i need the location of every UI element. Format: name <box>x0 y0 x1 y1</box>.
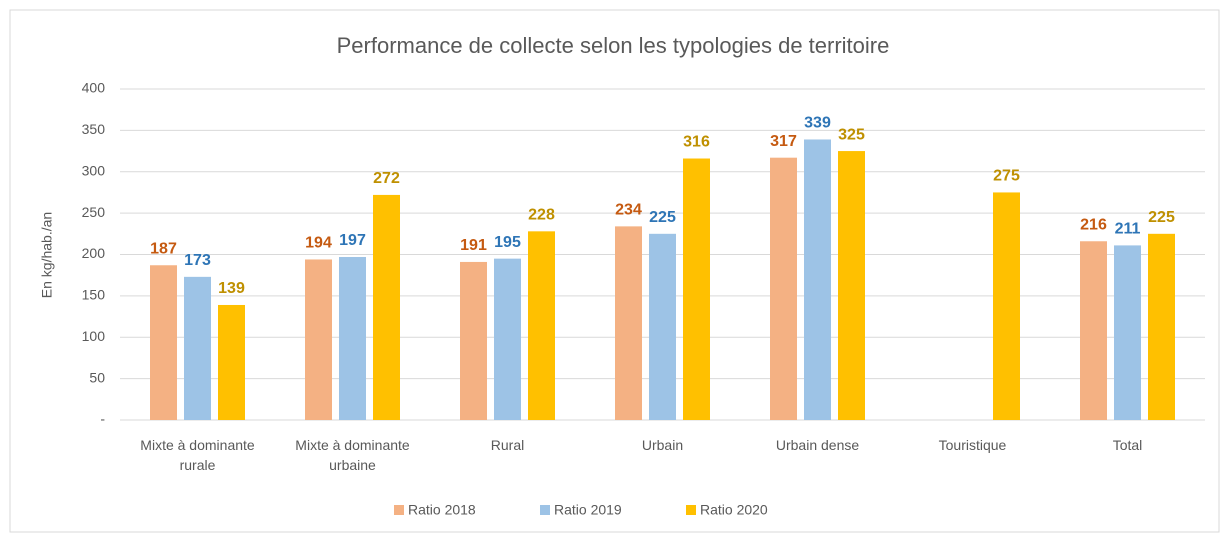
x-tick-label: Mixte à dominante urbaine <box>295 437 410 473</box>
bar <box>373 194 400 420</box>
bar <box>770 157 797 420</box>
y-tick-label: 350 <box>82 121 106 137</box>
y-tick-label: 400 <box>82 80 106 96</box>
data-label: 194 <box>305 235 332 252</box>
x-tick-label: Total <box>1112 437 1143 453</box>
x-tick-label: Urbain dense <box>775 437 860 453</box>
legend-swatch <box>394 505 404 515</box>
data-label: 173 <box>184 252 211 269</box>
data-label: 339 <box>804 115 831 132</box>
bar <box>683 158 710 420</box>
bar <box>460 261 487 420</box>
data-label: 275 <box>993 168 1020 185</box>
data-label: 211 <box>1115 221 1141 238</box>
x-tick-label: Mixte à dominante rurale <box>140 437 255 473</box>
data-label: 234 <box>615 202 642 219</box>
bar <box>528 231 555 420</box>
data-label: 225 <box>649 209 676 226</box>
data-label: 197 <box>339 232 366 249</box>
data-label: 187 <box>150 240 177 257</box>
data-label: 191 <box>460 237 487 254</box>
y-tick-label: 200 <box>82 245 106 261</box>
legend-swatch <box>686 505 696 515</box>
data-label: 228 <box>528 207 555 224</box>
x-tick-label: Rural <box>490 437 525 453</box>
bar <box>1114 245 1141 420</box>
data-label: 195 <box>494 234 521 251</box>
data-label: 316 <box>683 134 710 151</box>
bar <box>339 256 366 420</box>
bar <box>993 192 1020 420</box>
bar <box>649 233 676 420</box>
x-tick-label: Urbain <box>641 437 684 453</box>
legend-label: Ratio 2018 <box>408 502 476 518</box>
data-label: 139 <box>218 280 245 297</box>
y-tick-label: 250 <box>82 204 106 220</box>
legend-label: Ratio 2020 <box>700 502 768 518</box>
chart-title: Performance de collecte selon les typolo… <box>337 33 890 58</box>
bar <box>494 258 521 420</box>
data-label: 317 <box>770 133 797 150</box>
bar <box>218 304 245 420</box>
bar <box>615 226 642 420</box>
y-tick-label: 300 <box>82 162 106 178</box>
data-label: 225 <box>1148 209 1175 226</box>
bar <box>838 151 865 420</box>
legend-label: Ratio 2019 <box>554 502 622 518</box>
y-axis-label: En kg/hab./an <box>39 212 55 298</box>
y-tick-label: 150 <box>82 287 106 303</box>
y-tick-label: 50 <box>89 369 105 385</box>
y-tick-label: - <box>100 411 105 427</box>
bar <box>184 276 211 420</box>
bar <box>1148 233 1175 420</box>
bar <box>1080 241 1107 420</box>
y-tick-label: 100 <box>82 328 106 344</box>
bar <box>804 139 831 421</box>
bar <box>305 259 332 420</box>
bar <box>150 265 177 420</box>
data-label: 216 <box>1080 216 1107 233</box>
data-label: 272 <box>373 170 400 187</box>
data-label: 325 <box>838 126 865 143</box>
legend-swatch <box>540 505 550 515</box>
x-tick-label: Touristique <box>938 437 1007 453</box>
